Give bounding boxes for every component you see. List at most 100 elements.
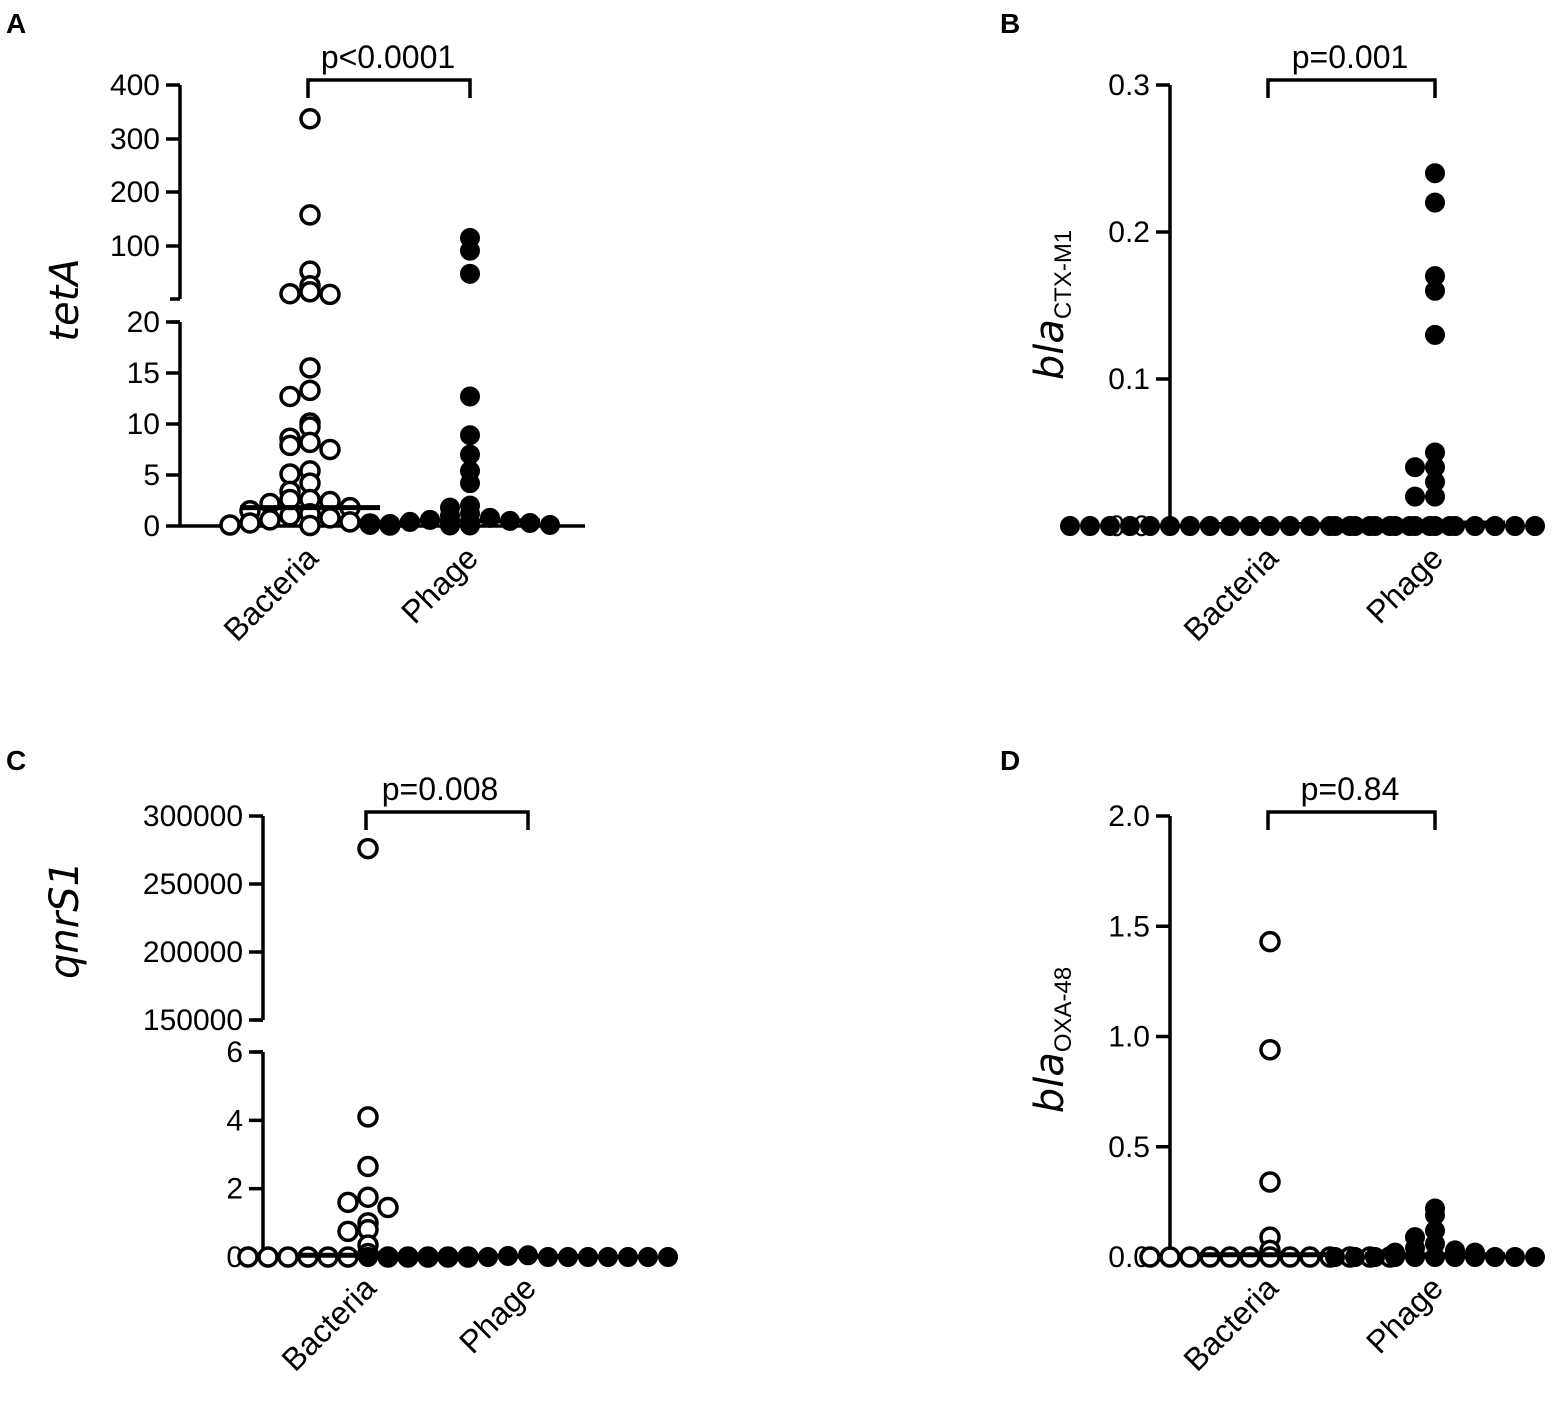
p-value-label-c: p=0.008: [382, 771, 499, 807]
panel-letter-b: B: [1000, 8, 1020, 39]
data-point-a-bacteria: [279, 463, 301, 485]
y-tick-label-a: 0: [143, 510, 160, 543]
data-point-d-bacteria: [1139, 1246, 1161, 1268]
y-axis-label-main-b: bla: [1027, 319, 1073, 380]
y-tick-label-b: 0.1: [1108, 363, 1150, 396]
significance-bracket-b: [1266, 78, 1437, 98]
data-point-a-bacteria: [299, 108, 321, 130]
data-point-c-bacteria: [337, 1220, 359, 1243]
data-point-a-phage: [460, 444, 480, 465]
plot-area-a: 0 5 10 15 20 100 200 300 400 Bacteria Phage: [110, 69, 585, 648]
data-point-d-phage: [1505, 1247, 1525, 1267]
data-point-a-bacteria: [299, 431, 321, 454]
data-point-b-bacteria: [1160, 516, 1180, 536]
data-point-a-bacteria: [299, 204, 321, 226]
y-tick-label-b: 0.3: [1108, 69, 1150, 102]
data-point-b-bacteria: [1080, 516, 1100, 536]
data-point-c-phage: [638, 1247, 658, 1267]
y-axis-label-c: qnrS1: [42, 861, 88, 979]
x-category-label-b: Phage: [1359, 539, 1450, 630]
data-point-a-bacteria: [319, 438, 341, 461]
data-point-d-bacteria: [1259, 930, 1281, 953]
data-point-b-phage: [1425, 486, 1445, 507]
y-axis-label-b: blaCTX-M1: [1027, 230, 1077, 380]
data-point-a-phage: [480, 507, 500, 528]
y-tick-label-a: 300: [110, 123, 160, 156]
y-tick-label-a: 20: [127, 306, 160, 339]
data-point-b-phage: [1425, 516, 1445, 536]
data-point-b-phage: [1485, 516, 1505, 536]
y-tick-label-c: 150000: [143, 1004, 243, 1037]
x-category-label-d: Phage: [1359, 1269, 1450, 1360]
y-tick-label-c: 300000: [143, 800, 243, 833]
data-point-b-bacteria: [1100, 516, 1120, 536]
data-point-b-phage: [1345, 516, 1365, 536]
data-point-b-phage: [1465, 516, 1485, 536]
data-point-b-phage: [1325, 516, 1345, 536]
y-tick-label-c: 200000: [143, 936, 243, 969]
data-point-c-phage: [358, 1247, 378, 1267]
x-category-label-a: Phage: [394, 539, 485, 630]
panel-letter-c: C: [6, 745, 26, 776]
data-point-c-bacteria: [357, 1106, 379, 1128]
y-axis-label-main-c: qnrS1: [42, 861, 88, 979]
x-category-label-c: Phage: [452, 1269, 543, 1360]
panel-letter-d: D: [1000, 745, 1020, 776]
data-point-a-bacteria: [279, 434, 301, 457]
data-point-a-bacteria: [279, 282, 301, 305]
y-tick-label-a: 200: [110, 176, 160, 209]
data-point-c-bacteria: [357, 837, 379, 860]
data-point-d-phage: [1525, 1247, 1545, 1267]
data-point-c-bacteria: [357, 1155, 379, 1178]
data-point-b-bacteria: [1140, 516, 1160, 536]
y-tick-label-c: 0: [226, 1241, 243, 1274]
data-point-c-phage: [418, 1247, 438, 1267]
data-point-d-bacteria: [1179, 1246, 1201, 1268]
data-point-b-phage: [1445, 516, 1465, 536]
data-point-a-bacteria: [319, 283, 341, 306]
significance-bracket-a: [306, 78, 472, 98]
data-point-c-bacteria: [337, 1191, 359, 1214]
data-point-a-bacteria: [299, 357, 321, 379]
data-point-c-phage: [438, 1247, 458, 1267]
data-point-a-phage: [380, 513, 400, 534]
y-axis-label-sub-d: OXA-48: [1050, 967, 1077, 1052]
data-point-b-phage: [1505, 516, 1525, 536]
data-point-b-phage: [1405, 486, 1425, 507]
data-point-d-bacteria: [1259, 1171, 1281, 1193]
data-point-c-phage: [618, 1247, 638, 1267]
data-point-b-phage: [1425, 280, 1445, 301]
y-axis-label-d: blaOXA-48: [1027, 967, 1077, 1113]
p-value-label-b: p=0.001: [1292, 39, 1409, 75]
data-point-c-bacteria: [237, 1246, 259, 1268]
y-tick-label-c: 6: [226, 1036, 243, 1069]
data-point-d-bacteria: [1159, 1246, 1181, 1268]
data-point-c-phage: [598, 1247, 618, 1267]
data-point-d-phage: [1345, 1247, 1365, 1267]
data-point-b-phage: [1425, 163, 1445, 184]
y-axis-label-sub-b: CTX-M1: [1050, 230, 1077, 319]
x-category-label-c: Bacteria: [274, 1269, 383, 1378]
data-point-b-bacteria: [1060, 516, 1080, 536]
data-point-b-phage: [1385, 516, 1405, 536]
panel-a: A tetA p<0.0001 0 5 10 15 20 100 200 300 400 Bact…: [6, 8, 585, 648]
data-point-a-bacteria: [299, 280, 321, 303]
y-axis-label-main-a: tetA: [42, 258, 88, 341]
data-point-a-phage: [460, 240, 480, 261]
data-point-a-bacteria: [299, 514, 321, 537]
data-point-b-phage: [1425, 324, 1445, 345]
data-point-b-phage: [1405, 516, 1425, 536]
data-point-a-phage: [540, 514, 560, 535]
data-point-a-bacteria: [279, 385, 301, 408]
data-point-a-phage: [460, 425, 480, 446]
data-point-b-phage: [1425, 192, 1445, 213]
p-value-label-a: p<0.0001: [321, 39, 455, 75]
data-point-c-bacteria: [377, 1196, 399, 1219]
y-tick-label-d: 1.0: [1108, 1021, 1150, 1054]
panel-d: D blaOXA-48 p=0.84 0.00.51.01.52.0Bacter…: [1000, 745, 1545, 1378]
